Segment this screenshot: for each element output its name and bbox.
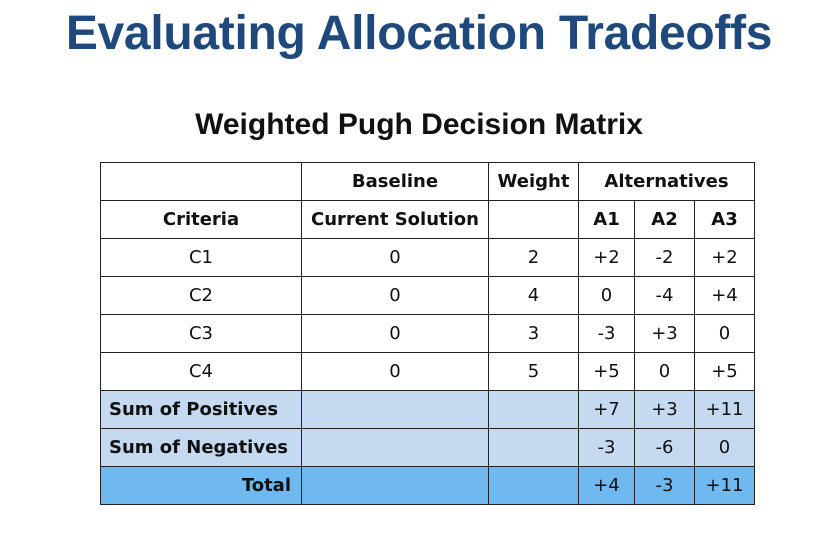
sum-positives-row: Sum of Positives +7 +3 +11	[100, 390, 755, 429]
total-row: Total +4 -3 +11	[100, 466, 755, 505]
weight-cell: 2	[488, 238, 579, 277]
weight-cell: 5	[488, 352, 579, 391]
sum-positives-a1: +7	[578, 390, 635, 429]
a3-cell: +4	[694, 276, 755, 315]
a1-cell: +5	[578, 352, 635, 391]
criteria-cell: C4	[100, 352, 302, 391]
sum-negatives-label: Sum of Negatives	[100, 428, 302, 467]
a3-cell: +5	[694, 352, 755, 391]
sum-negatives-a3: 0	[694, 428, 755, 467]
baseline-cell: 0	[301, 314, 489, 353]
header-criteria: Criteria	[100, 200, 302, 239]
a1-cell: -3	[578, 314, 635, 353]
a2-cell: 0	[634, 352, 695, 391]
weight-cell: 4	[488, 276, 579, 315]
table-row: C1 0 2 +2 -2 +2	[100, 238, 755, 277]
sum-negatives-baseline-empty	[301, 428, 489, 467]
total-weight-empty	[488, 466, 579, 505]
total-a2: -3	[634, 466, 695, 505]
header-empty-cell	[100, 162, 302, 201]
total-a1: +4	[578, 466, 635, 505]
a2-cell: -4	[634, 276, 695, 315]
total-baseline-empty	[301, 466, 489, 505]
header-alternatives: Alternatives	[578, 162, 755, 201]
a2-cell: +3	[634, 314, 695, 353]
baseline-cell: 0	[301, 276, 489, 315]
header-row-1: Baseline Weight Alternatives	[100, 162, 755, 201]
sum-positives-a2: +3	[634, 390, 695, 429]
baseline-cell: 0	[301, 238, 489, 277]
header-weight: Weight	[488, 162, 579, 201]
header-a2: A2	[634, 200, 695, 239]
table-row: C2 0 4 0 -4 +4	[100, 276, 755, 315]
sum-positives-weight-empty	[488, 390, 579, 429]
sum-negatives-a2: -6	[634, 428, 695, 467]
header-a1: A1	[578, 200, 635, 239]
criteria-cell: C1	[100, 238, 302, 277]
a1-cell: +2	[578, 238, 635, 277]
sum-negatives-row: Sum of Negatives -3 -6 0	[100, 428, 755, 467]
a1-cell: 0	[578, 276, 635, 315]
sum-negatives-a1: -3	[578, 428, 635, 467]
header-a3: A3	[694, 200, 755, 239]
table-row: C4 0 5 +5 0 +5	[100, 352, 755, 391]
sum-positives-label: Sum of Positives	[100, 390, 302, 429]
weight-cell: 3	[488, 314, 579, 353]
baseline-cell: 0	[301, 352, 489, 391]
header-weight-empty	[488, 200, 579, 239]
criteria-cell: C3	[100, 314, 302, 353]
slide-title: Evaluating Allocation Tradeoffs	[65, 7, 773, 60]
sum-negatives-weight-empty	[488, 428, 579, 467]
a3-cell: +2	[694, 238, 755, 277]
total-label: Total	[100, 466, 302, 505]
table-row: C3 0 3 -3 +3 0	[100, 314, 755, 353]
sum-positives-baseline-empty	[301, 390, 489, 429]
header-baseline: Baseline	[301, 162, 489, 201]
header-row-2: Criteria Current Solution A1 A2 A3	[100, 200, 755, 239]
header-current-solution: Current Solution	[301, 200, 489, 239]
sum-positives-a3: +11	[694, 390, 755, 429]
total-a3: +11	[694, 466, 755, 505]
criteria-cell: C2	[100, 276, 302, 315]
matrix-title: Weighted Pugh Decision Matrix	[195, 108, 643, 141]
a3-cell: 0	[694, 314, 755, 353]
a2-cell: -2	[634, 238, 695, 277]
pugh-matrix-table: Baseline Weight Alternatives Criteria Cu…	[100, 162, 755, 505]
